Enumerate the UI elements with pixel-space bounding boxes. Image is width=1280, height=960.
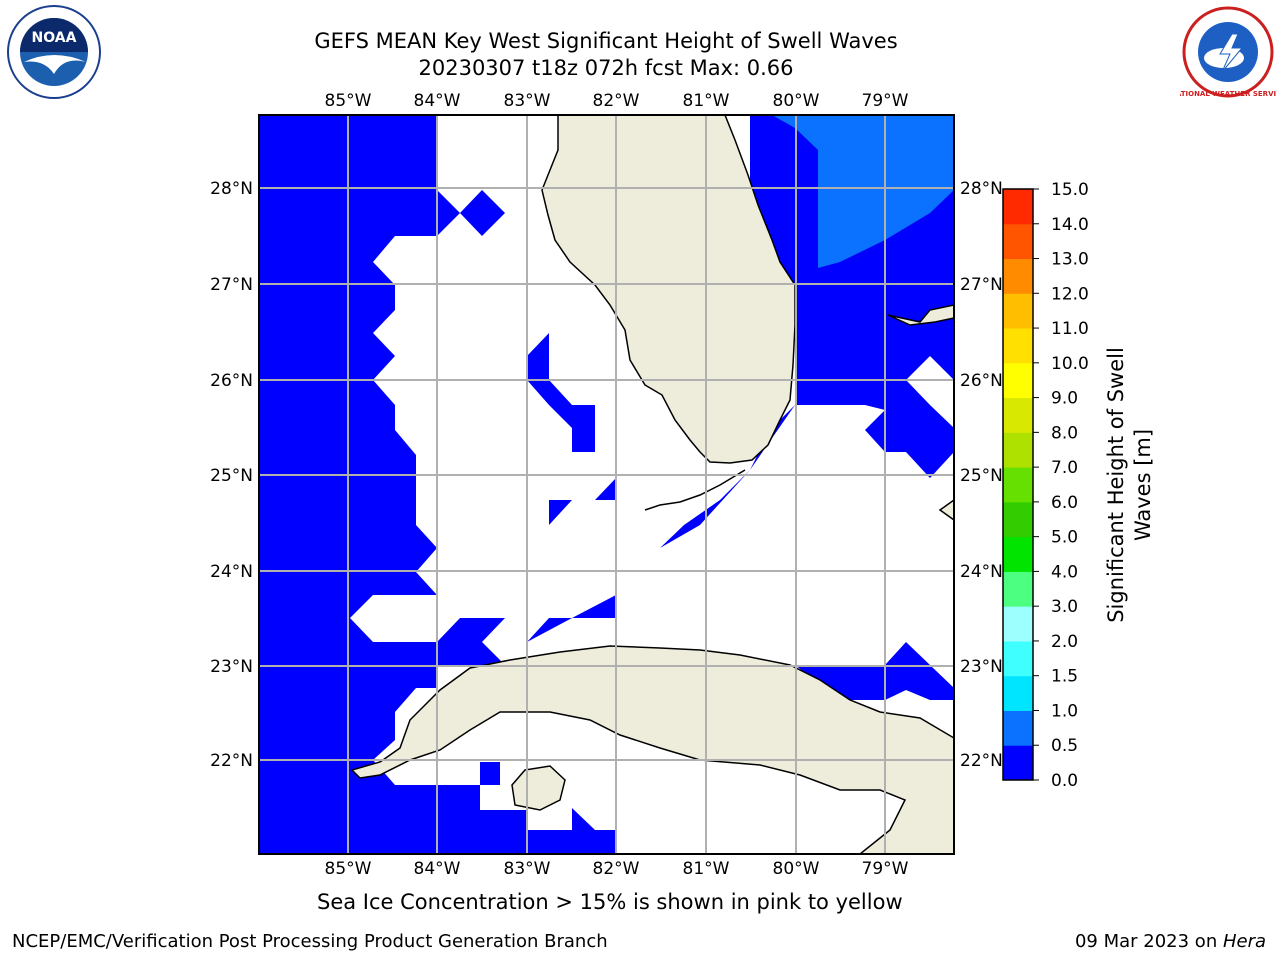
lon-label-top: 82°W bbox=[593, 91, 640, 111]
colorbar-tick-label: 0.0 bbox=[1051, 771, 1078, 791]
colorbar-band bbox=[1003, 675, 1033, 711]
chart-title-line1: GEFS MEAN Key West Significant Height of… bbox=[314, 29, 898, 53]
colorbar-band bbox=[1003, 328, 1033, 364]
lat-labels-left: 28°N 27°N 26°N 25°N 24°N 23°N 22°N bbox=[210, 179, 253, 771]
colorbar-band bbox=[1003, 745, 1033, 781]
lon-label-top: 84°W bbox=[414, 91, 461, 111]
lat-label-right: 24°N bbox=[960, 562, 1003, 582]
colorbar-tick-label: 7.0 bbox=[1051, 458, 1078, 478]
lon-label-top: 80°W bbox=[773, 91, 820, 111]
lat-label-left: 24°N bbox=[210, 562, 253, 582]
colorbar-band bbox=[1003, 710, 1033, 746]
chart-title-line2: 20230307 t18z 072h fcst Max: 0.66 bbox=[418, 56, 794, 80]
lat-labels-right: 28°N 27°N 26°N 25°N 24°N 23°N 22°N bbox=[960, 179, 1003, 771]
lon-label-bottom: 84°W bbox=[414, 859, 461, 879]
lon-label-bottom: 82°W bbox=[593, 859, 640, 879]
colorbar-tick-label: 2.0 bbox=[1051, 632, 1078, 652]
land-keys bbox=[644, 469, 746, 511]
colorbar-tick-label: 6.0 bbox=[1051, 493, 1078, 513]
lon-labels-bottom: 85°W 84°W 83°W 82°W 81°W 80°W 79°W bbox=[325, 859, 909, 879]
lat-label-left: 27°N bbox=[210, 275, 253, 295]
lon-labels-top: 85°W 84°W 83°W 82°W 81°W 80°W 79°W bbox=[325, 91, 909, 111]
nws-emblem-icon: NATIONAL WEATHER SERVICE bbox=[1170, 6, 1280, 98]
colorbar-frame bbox=[1002, 188, 1034, 781]
colorbar-tick-label: 4.0 bbox=[1051, 562, 1078, 582]
colorbar-band bbox=[1003, 362, 1033, 399]
national-weather-service-logo: NATIONAL WEATHER SERVICE bbox=[1170, 4, 1280, 104]
swell-region-small bbox=[549, 478, 616, 525]
colorbar-tick-label: 5.0 bbox=[1051, 528, 1078, 548]
lon-label-bottom: 80°W bbox=[773, 859, 820, 879]
colorbar-band bbox=[1003, 606, 1033, 642]
noaa-logo: NOAA bbox=[4, 4, 104, 108]
lat-label-right: 23°N bbox=[960, 657, 1003, 677]
colorbar-band bbox=[1003, 397, 1033, 433]
colorbar-band bbox=[1003, 432, 1033, 468]
colorbar-tick-label: 13.0 bbox=[1051, 250, 1089, 270]
lat-label-left: 22°N bbox=[210, 751, 253, 771]
lon-label-top: 81°W bbox=[683, 91, 730, 111]
colorbar-tick-label: 14.0 bbox=[1051, 215, 1089, 235]
lat-label-left: 25°N bbox=[210, 466, 253, 486]
colorbar-tick-label: 9.0 bbox=[1051, 389, 1078, 409]
colorbar-tick-label: 0.5 bbox=[1051, 736, 1078, 756]
colorbar-band bbox=[1003, 467, 1033, 503]
colorbar-tick-label: 12.0 bbox=[1051, 284, 1089, 304]
lon-label-top: 85°W bbox=[325, 91, 372, 111]
lon-label-top: 83°W bbox=[504, 91, 551, 111]
colorbar-band bbox=[1003, 640, 1033, 677]
colorbar-band bbox=[1003, 223, 1033, 260]
lon-label-bottom: 79°W bbox=[862, 859, 909, 879]
lon-label-bottom: 85°W bbox=[325, 859, 372, 879]
swell-region-blob bbox=[527, 333, 595, 452]
svg-text:NOAA: NOAA bbox=[32, 30, 77, 46]
lon-label-bottom: 81°W bbox=[683, 859, 730, 879]
footer-branch: NCEP/EMC/Verification Post Processing Pr… bbox=[12, 931, 608, 952]
lon-label-top: 79°W bbox=[862, 91, 909, 111]
noaa-emblem-icon: NOAA bbox=[7, 5, 101, 99]
colorbar-band bbox=[1003, 501, 1033, 538]
colorbar-tick-label: 3.0 bbox=[1051, 597, 1078, 617]
lat-label-left: 28°N bbox=[210, 179, 253, 199]
colorbar-tick-label: 11.0 bbox=[1051, 319, 1089, 339]
colorbar: 0.0 0.5 1.0 1.5 2.0 3.0 4.0 5.0 6.0 7.0 8.0 9.0 10.0… bbox=[1002, 180, 1089, 791]
colorbar-band bbox=[1003, 189, 1033, 225]
swell-region-east bbox=[527, 115, 954, 700]
colorbar-band bbox=[1003, 571, 1033, 607]
lat-label-right: 22°N bbox=[960, 751, 1003, 771]
map-gridlines bbox=[259, 115, 954, 854]
footer-date: 09 Mar 2023 on Hera bbox=[1075, 931, 1266, 952]
lon-label-bottom: 83°W bbox=[504, 859, 551, 879]
lat-label-right: 25°N bbox=[960, 466, 1003, 486]
lat-label-right: 26°N bbox=[960, 371, 1003, 391]
footer-machine: Hera bbox=[1222, 931, 1266, 952]
colorbar-tick-label: 1.0 bbox=[1051, 701, 1078, 721]
colorbar-label-line2: Waves [m] bbox=[1131, 429, 1155, 541]
swell-region-higher bbox=[772, 115, 954, 268]
sea-ice-caption: Sea Ice Concentration > 15% is shown in … bbox=[317, 890, 903, 914]
lat-label-right: 27°N bbox=[960, 275, 1003, 295]
map-frame bbox=[258, 114, 955, 855]
footer-date-text: 09 Mar 2023 on bbox=[1074, 931, 1223, 952]
map-plot-area bbox=[258, 114, 955, 855]
colorbar-tick-label: 15.0 bbox=[1051, 180, 1089, 200]
land-isle-of-youth bbox=[511, 765, 566, 811]
lat-label-left: 26°N bbox=[210, 371, 253, 391]
colorbar-band bbox=[1003, 258, 1033, 294]
colorbar-label-line1: Significant Height of Swell bbox=[1104, 347, 1128, 623]
colorbar-tick-label: 10.0 bbox=[1051, 354, 1089, 374]
colorbar-tick-label: 1.5 bbox=[1051, 667, 1078, 687]
lat-label-left: 23°N bbox=[210, 657, 253, 677]
colorbar-tick-label: 8.0 bbox=[1051, 423, 1078, 443]
lat-label-right: 28°N bbox=[960, 179, 1003, 199]
colorbar-band bbox=[1003, 293, 1033, 329]
nws-logo-text: NATIONAL WEATHER SERVICE bbox=[1180, 90, 1276, 98]
colorbar-band bbox=[1003, 536, 1033, 572]
